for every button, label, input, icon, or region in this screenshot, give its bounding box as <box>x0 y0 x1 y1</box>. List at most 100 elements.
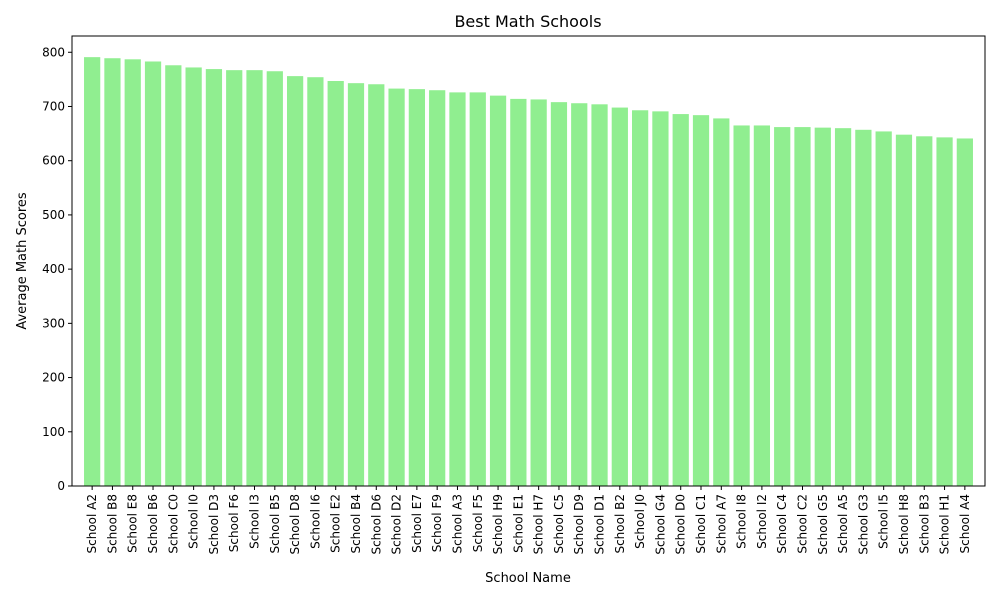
bar-school-e1 <box>510 98 527 486</box>
bar-school-a5 <box>834 128 852 486</box>
x-tick-label: School A4 <box>958 494 972 554</box>
bar-school-f5 <box>469 92 486 486</box>
y-tick-label: 500 <box>42 208 65 222</box>
x-tick-label: School I8 <box>735 494 749 549</box>
bar-school-e7 <box>408 89 425 486</box>
x-tick-label: School F6 <box>227 494 241 552</box>
x-tick-label: School A2 <box>85 494 99 554</box>
bar-school-a3 <box>449 92 466 486</box>
bar-school-h9 <box>489 95 507 487</box>
bar-school-d8 <box>286 76 304 486</box>
x-tick-label: School H9 <box>491 494 505 554</box>
x-tick-label: School D8 <box>288 494 302 555</box>
x-tick-label: School A7 <box>714 494 728 554</box>
x-tick-label: School I6 <box>308 494 322 549</box>
x-axis-label: School Name <box>485 571 571 586</box>
bar-school-b2 <box>611 107 628 487</box>
bar-school-i8 <box>733 125 750 487</box>
y-tick-label: 700 <box>42 99 65 113</box>
bar-school-g5 <box>814 127 831 487</box>
x-tick-label: School B2 <box>613 494 627 554</box>
y-axis-label: Average Math Scores <box>15 192 30 330</box>
x-tick-label: School E1 <box>511 494 525 553</box>
bar-school-i0 <box>185 67 202 486</box>
bar-school-h1 <box>936 137 953 486</box>
bar-school-b8 <box>104 58 121 487</box>
bar-school-i6 <box>307 77 324 486</box>
chart-title: Best Math Schools <box>454 12 601 31</box>
y-tick-label: 100 <box>42 425 65 439</box>
x-tick-label: School H1 <box>938 494 952 554</box>
bar-school-a4 <box>956 138 973 486</box>
x-axis: School A2 School B8 School E8 School B6 Scho… <box>85 486 972 555</box>
bar-school-e8 <box>124 59 141 486</box>
x-tick-label: School I5 <box>877 494 891 549</box>
bar-school-b3 <box>916 136 933 486</box>
x-tick-label: School G3 <box>856 494 870 555</box>
bar-school-f6 <box>226 70 243 487</box>
x-tick-label: School G4 <box>653 494 667 555</box>
x-tick-label: School D2 <box>390 494 404 555</box>
bar-school-d1 <box>591 104 608 486</box>
x-tick-label: School F9 <box>430 494 444 552</box>
bar-school-j0 <box>632 110 649 487</box>
bar-school-c2 <box>794 127 811 486</box>
x-tick-label: School D3 <box>207 494 221 555</box>
x-tick-label: School G5 <box>816 494 830 555</box>
y-tick-label: 400 <box>42 262 65 276</box>
bar-school-b5 <box>266 71 283 486</box>
x-tick-label: School C2 <box>795 494 809 554</box>
bar-school-g4 <box>652 111 669 486</box>
y-tick-label: 600 <box>42 154 65 168</box>
x-tick-label: School H8 <box>897 494 911 554</box>
x-tick-label: School E7 <box>410 494 424 553</box>
x-tick-label: School B5 <box>268 494 282 554</box>
bar-school-a2 <box>84 57 101 486</box>
x-tick-label: School E8 <box>126 494 140 553</box>
x-tick-label: School H7 <box>532 494 546 554</box>
bar-school-c1 <box>692 115 710 487</box>
x-tick-label: School I0 <box>187 494 201 549</box>
y-tick-label: 800 <box>42 45 65 59</box>
bar-school-b6 <box>144 61 162 486</box>
x-tick-label: School C0 <box>166 494 180 554</box>
bar-school-a7 <box>713 118 730 486</box>
bar-school-c4 <box>774 127 791 486</box>
y-axis: 0 100 200 300 400 500 600 700 800 <box>42 45 72 493</box>
x-tick-label: School A5 <box>836 494 850 554</box>
x-tick-label: School I2 <box>755 494 769 549</box>
y-tick-label: 300 <box>42 316 65 330</box>
bar-school-h8 <box>895 134 913 487</box>
bars-group <box>84 57 973 487</box>
bar-school-d0 <box>672 114 689 486</box>
bar-school-c0 <box>165 65 182 487</box>
bar-school-d2 <box>388 88 405 486</box>
x-tick-label: School B6 <box>146 494 160 554</box>
x-tick-label: School F5 <box>471 494 485 552</box>
bar-school-d6 <box>368 84 385 486</box>
y-tick-label: 200 <box>42 371 65 385</box>
x-tick-label: School D6 <box>369 494 383 555</box>
bar-school-e2 <box>327 81 344 486</box>
bar-school-d3 <box>205 69 223 486</box>
bar-school-d9 <box>571 103 588 486</box>
x-tick-label: School C4 <box>775 494 789 554</box>
bar-school-i3 <box>246 70 263 487</box>
x-tick-label: School E2 <box>329 494 343 553</box>
x-tick-label: School D9 <box>572 494 586 555</box>
x-tick-label: School C5 <box>552 494 566 554</box>
bar-school-b4 <box>347 83 365 487</box>
bar-school-h7 <box>530 99 547 486</box>
x-tick-label: School B8 <box>105 494 119 554</box>
bar-school-g3 <box>855 129 872 487</box>
bar-school-i2 <box>753 125 771 487</box>
x-tick-label: School B4 <box>349 494 363 554</box>
x-tick-label: School I3 <box>248 494 262 549</box>
x-tick-label: School D1 <box>593 494 607 555</box>
x-tick-label: School B3 <box>917 494 931 554</box>
y-tick-label: 0 <box>57 479 65 493</box>
x-tick-label: School D0 <box>674 494 688 555</box>
bar-school-f9 <box>429 90 446 487</box>
plot-frame <box>71 35 986 487</box>
